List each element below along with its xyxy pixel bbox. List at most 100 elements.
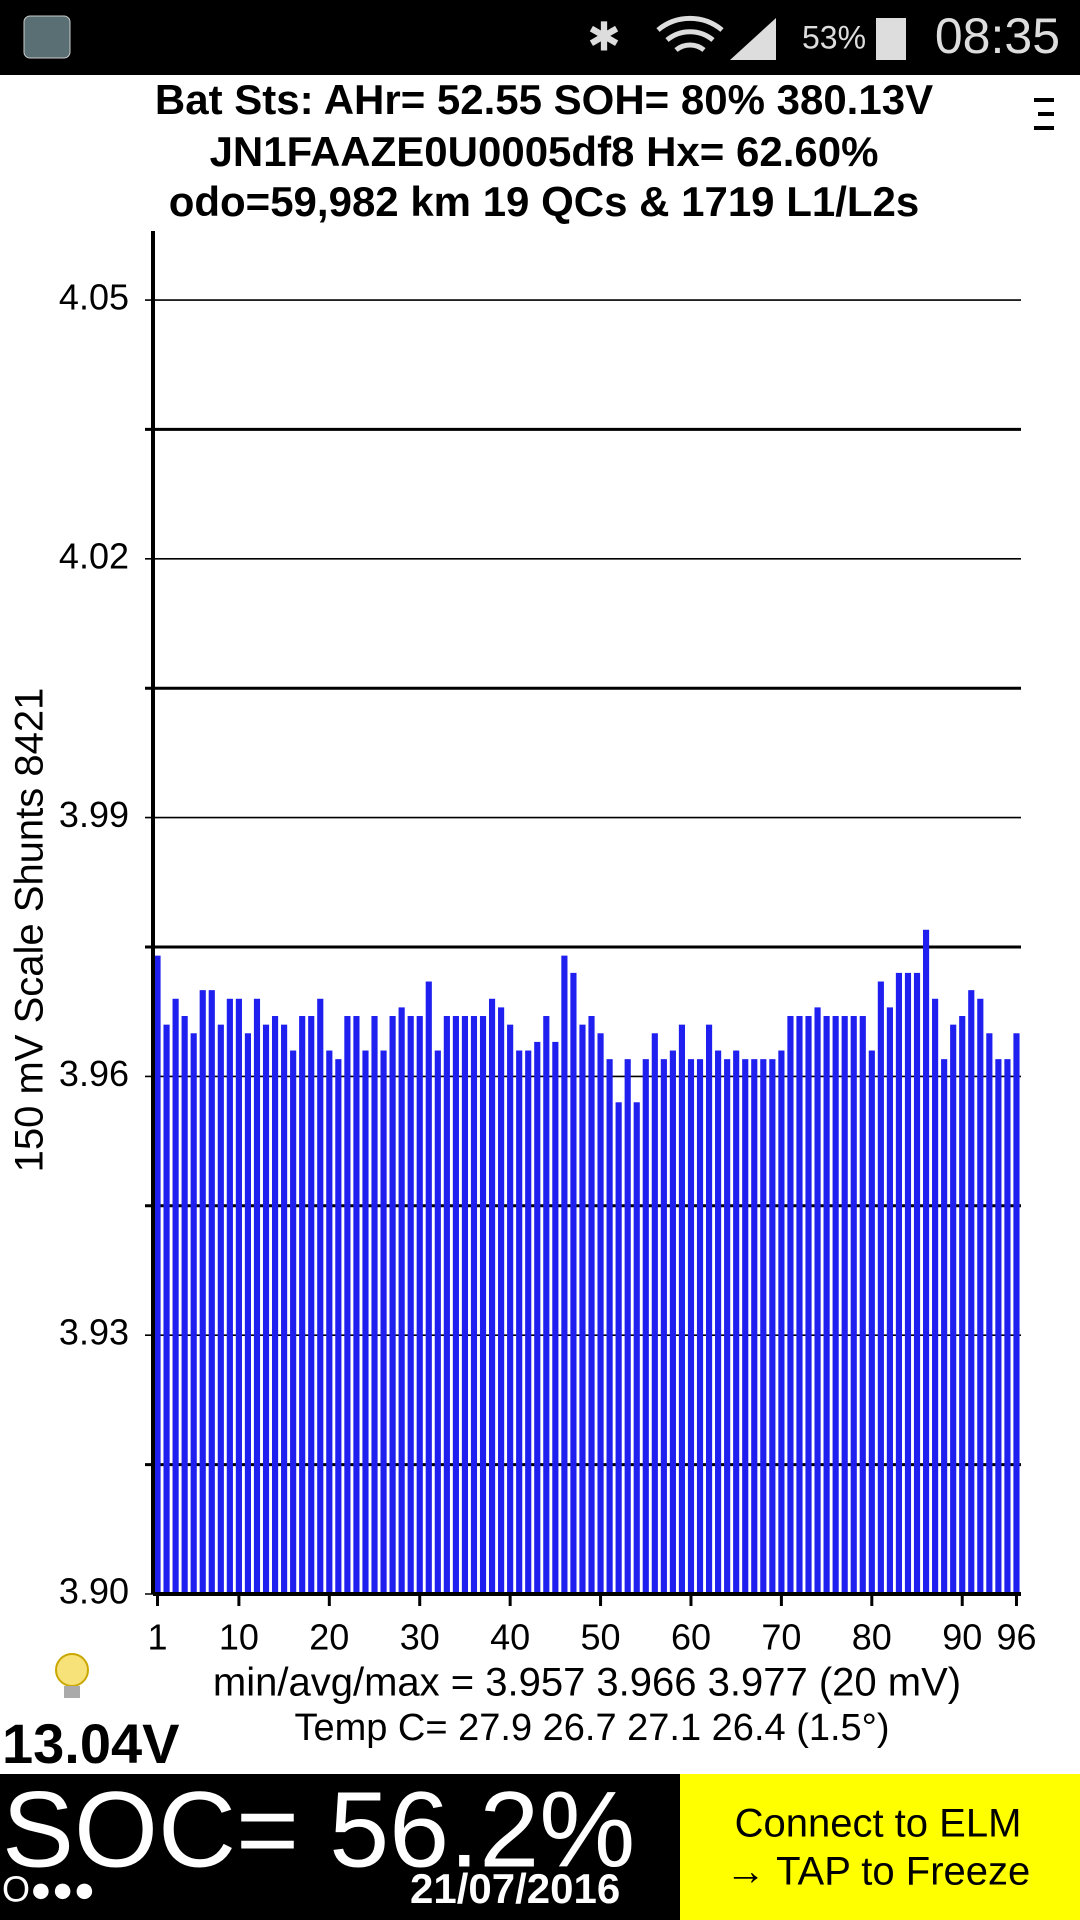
bar <box>977 998 984 1594</box>
bar <box>886 1007 893 1594</box>
header-line: JN1FAAZE0U0005df8 Hx= 62.60% <box>210 128 879 175</box>
bar <box>832 1016 839 1594</box>
bar <box>579 1024 586 1594</box>
bar <box>922 929 930 1594</box>
bar <box>488 998 496 1594</box>
bar <box>443 1016 450 1594</box>
clock: 08:35 <box>935 8 1060 64</box>
x-tick-label: 10 <box>219 1617 259 1658</box>
bar <box>986 1033 993 1594</box>
bulb-icon <box>55 1653 89 1698</box>
bar <box>715 1050 722 1594</box>
button-text: → TAP to Freeze <box>726 1850 1031 1894</box>
bar <box>913 972 921 1594</box>
y-tick-label: 4.02 <box>59 535 129 576</box>
button-text: Connect to ELM <box>735 1802 1022 1846</box>
bar <box>660 1059 667 1594</box>
bar <box>470 1016 478 1594</box>
bar <box>859 1016 866 1594</box>
x-tick-label: 96 <box>996 1617 1036 1658</box>
bar <box>624 1059 631 1594</box>
bar <box>850 1016 857 1594</box>
bar <box>461 1016 469 1594</box>
bar <box>968 990 975 1594</box>
bar <box>904 972 912 1594</box>
x-tick-label: 90 <box>942 1617 982 1658</box>
bar <box>769 1059 776 1594</box>
temperature-stats: Temp C= 27.9 26.7 27.1 26.4 (1.5°) <box>294 1707 889 1749</box>
bar <box>552 1041 559 1594</box>
battery-percent: 53% <box>802 19 866 55</box>
bar <box>163 1024 170 1594</box>
bar <box>190 1033 197 1594</box>
bar <box>181 1016 188 1594</box>
button-background <box>680 1774 1080 1920</box>
header-line: Bat Sts: AHr= 52.55 SOH= 80% 380.13V <box>155 76 933 123</box>
bar <box>669 1050 676 1594</box>
soc: SOC= 56.2% <box>2 1769 635 1890</box>
signal-icon <box>730 18 776 60</box>
bar <box>796 1016 803 1594</box>
bar <box>742 1059 749 1594</box>
aux-voltage: 13.04V <box>2 1712 180 1775</box>
bar <box>959 1016 966 1594</box>
x-tick-label: 70 <box>761 1617 801 1658</box>
bar <box>570 972 577 1594</box>
bar <box>1013 1033 1020 1594</box>
bar <box>561 955 568 1594</box>
bar <box>326 1050 333 1594</box>
bar <box>823 1016 830 1594</box>
bar <box>244 1033 252 1594</box>
bar <box>877 981 884 1594</box>
status-bar <box>0 0 1080 75</box>
plot: 3.90 3.93 3.96 3.99 4.02 4.05 1 10 20 30 40 50 60 70 8… <box>59 231 1037 1658</box>
menu-button[interactable] <box>1034 98 1054 130</box>
bar <box>778 1050 785 1594</box>
bar <box>308 1016 315 1594</box>
bar <box>262 1024 270 1594</box>
bar <box>353 1016 360 1594</box>
x-tick-label: 80 <box>852 1617 892 1658</box>
bar <box>642 1059 649 1594</box>
header-line: odo=59,982 km 19 QCs & 1719 L1/L2s <box>169 178 920 225</box>
bar <box>932 998 939 1594</box>
bar <box>290 1050 297 1594</box>
bar <box>760 1059 767 1594</box>
bar <box>371 1016 378 1594</box>
bar <box>516 1050 523 1594</box>
bar <box>335 1059 342 1594</box>
y-tick-label: 3.99 <box>59 794 129 835</box>
page-dots: O●●● <box>2 1869 95 1910</box>
bar <box>299 1016 306 1594</box>
bar <box>317 998 324 1594</box>
y-tick-label: 3.90 <box>59 1571 129 1612</box>
bar <box>208 990 215 1594</box>
bar <box>416 1016 423 1594</box>
bar <box>407 1016 414 1594</box>
bar <box>995 1059 1002 1594</box>
y-tick-label: 3.96 <box>59 1053 129 1094</box>
bar <box>868 1050 875 1594</box>
x-tick-label: 30 <box>400 1617 440 1658</box>
bar <box>751 1059 758 1594</box>
bar <box>380 1050 387 1594</box>
connect-button[interactable]: Connect to ELM → TAP to Freeze <box>680 1774 1080 1920</box>
wifi-icon <box>656 15 724 53</box>
bar <box>498 1007 505 1594</box>
bar <box>615 1102 622 1594</box>
bar <box>687 1059 695 1594</box>
bar <box>787 1016 794 1594</box>
bar <box>434 1050 441 1594</box>
bar <box>172 998 179 1594</box>
bar <box>271 1016 279 1594</box>
bar <box>199 990 206 1594</box>
battery-icon <box>876 18 906 60</box>
bar <box>733 1050 740 1594</box>
bar <box>805 1016 812 1594</box>
bar <box>678 1024 686 1594</box>
bar <box>696 1059 704 1594</box>
bar <box>398 1007 405 1594</box>
bar <box>525 1050 532 1594</box>
bar <box>344 1016 351 1594</box>
bar <box>606 1059 613 1594</box>
